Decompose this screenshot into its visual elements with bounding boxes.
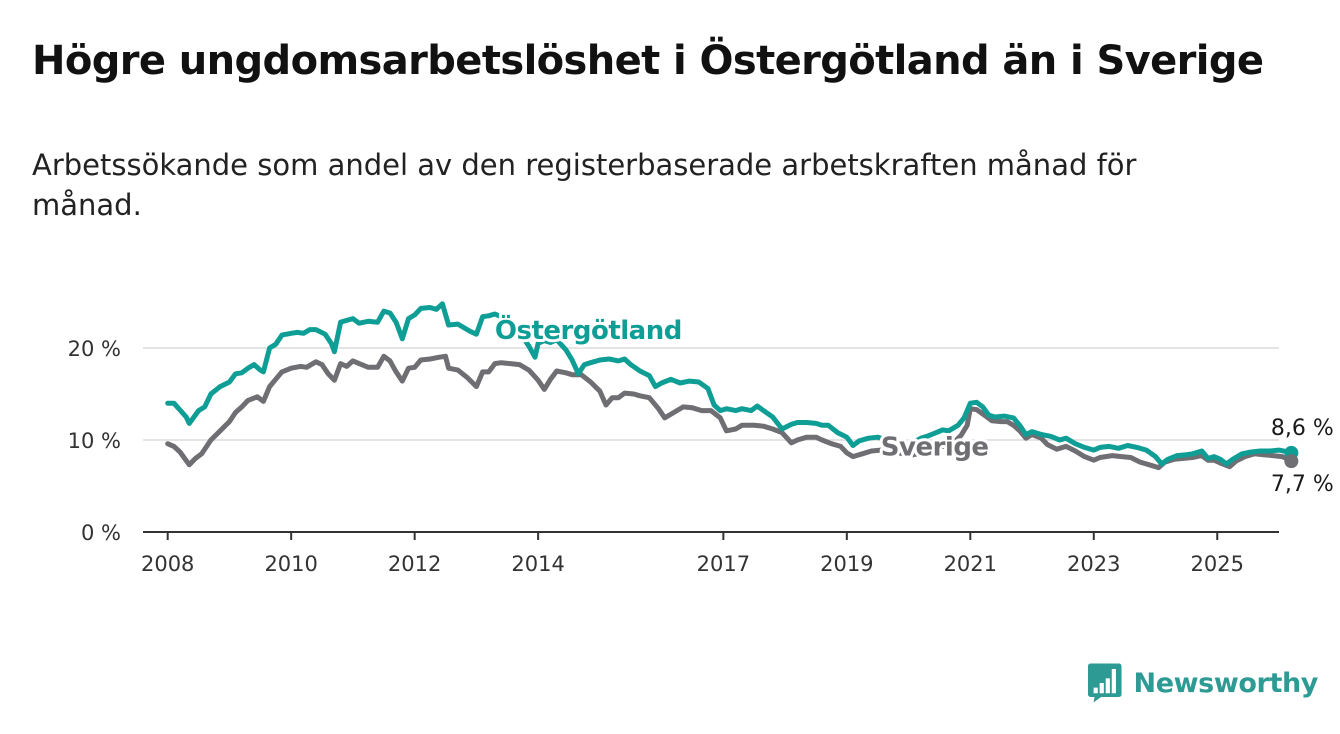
series-name-label: Östergötland — [495, 313, 682, 346]
x-tick-label: 2021 — [944, 552, 997, 576]
brand-name: Newsworthy — [1133, 667, 1319, 699]
x-tick-label: 2012 — [388, 552, 441, 576]
y-tick-label: 10 % — [68, 429, 121, 453]
y-tick-label: 20 % — [68, 337, 121, 361]
x-tick-label: 2025 — [1191, 552, 1244, 576]
series-end-label: 8,6 % — [1271, 416, 1334, 441]
y-tick-label: 0 % — [81, 521, 121, 545]
x-tick-label: 2023 — [1067, 552, 1120, 576]
x-tick-label: 2017 — [697, 552, 750, 576]
bar-chart-speech-bubble-icon — [1088, 663, 1122, 703]
chart-subtitle: Arbetssökande som andel av den registerb… — [32, 148, 1137, 222]
chart-title: Högre ungdomsarbetslöshet i Östergötland… — [32, 38, 1264, 84]
series-line-ostergotland — [165, 301, 1294, 467]
series-end-marker — [1284, 454, 1299, 469]
series-name-label: Sverige — [881, 433, 989, 463]
series-line-sverige — [165, 353, 1294, 471]
x-tick-label: 2014 — [511, 552, 564, 576]
brand-logo-block[interactable]: Newsworthy — [1088, 660, 1318, 706]
x-tick-label: 2008 — [141, 552, 194, 576]
x-tick-label: 2019 — [820, 552, 873, 576]
series-end-label: 7,7 % — [1271, 472, 1334, 497]
x-tick-label: 2010 — [264, 552, 317, 576]
